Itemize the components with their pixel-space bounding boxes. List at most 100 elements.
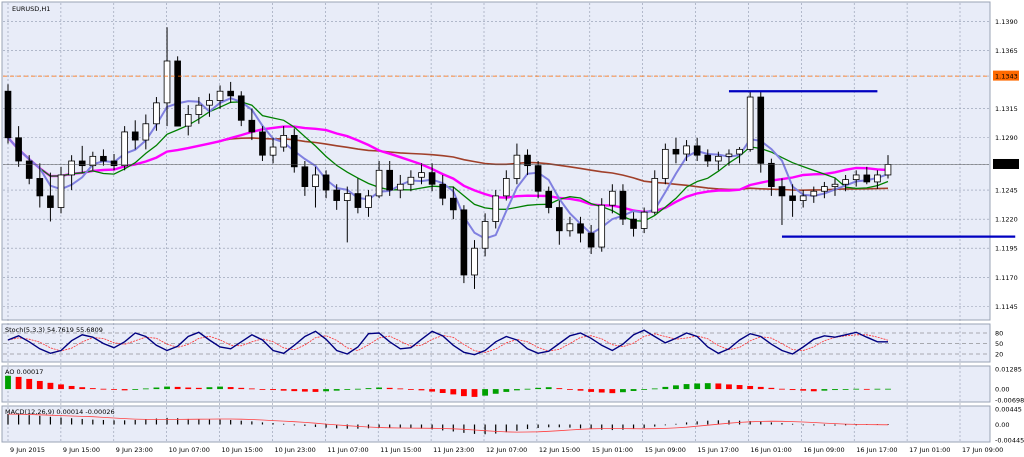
time-tick-label: 11 Jun 15:00 <box>380 446 421 454</box>
ao-bar <box>598 389 605 393</box>
time-tick-label: 15 Jun 01:00 <box>592 446 633 454</box>
ao-bar <box>662 386 669 390</box>
time-tick-label: 11 Jun 07:00 <box>327 446 368 454</box>
ma-magenta-line <box>7 125 889 214</box>
candle-body <box>481 221 489 249</box>
candle-body <box>174 60 181 127</box>
macd-bar <box>760 421 762 425</box>
macd-bar <box>675 423 677 425</box>
candle-body <box>322 174 330 191</box>
macd-bar <box>208 419 211 425</box>
ao-bar <box>206 387 213 390</box>
candle-body <box>704 154 712 162</box>
candle-body <box>651 178 659 213</box>
stoch-panel-background <box>1 323 991 363</box>
macd-bar <box>113 420 115 425</box>
ao-bar <box>323 389 329 392</box>
candle-body <box>693 145 701 156</box>
candle-body <box>736 148 743 155</box>
ao-bar <box>344 389 351 390</box>
ao-bar <box>789 389 796 391</box>
time-tick-label: 15 Jun 17:00 <box>698 446 739 454</box>
ao-bar <box>142 388 149 390</box>
candle-body <box>248 119 256 133</box>
stoch-title: Stoch(5,3,3) 54.7619 55.6809 <box>5 326 103 334</box>
ao-bar <box>248 388 255 390</box>
macd-bar <box>632 424 635 430</box>
candle-body <box>68 160 75 176</box>
macd-bar <box>548 424 550 428</box>
macd-bar <box>463 424 465 433</box>
macd-bar <box>728 420 730 425</box>
candle-body <box>57 174 65 208</box>
macd-bar <box>346 424 348 429</box>
stoch-tick-label: 80 <box>995 330 1003 338</box>
macd-tick-label: 0.00 <box>995 421 1009 429</box>
ao-bar <box>779 388 785 390</box>
ao-bar <box>556 388 563 390</box>
ao-bar <box>354 388 361 390</box>
time-tick-label: 16 Jun 17:00 <box>856 446 897 454</box>
ao-bar <box>768 387 775 390</box>
macd-bar <box>60 417 62 425</box>
time-tick-label: 16 Jun 09:00 <box>803 446 844 454</box>
current-price-box <box>993 158 1019 169</box>
price-tick-label: 1.1390 <box>995 18 1018 26</box>
macd-bar <box>855 424 857 426</box>
ao-bar <box>174 386 181 390</box>
macd-bar <box>251 421 253 425</box>
macd-bar <box>791 423 794 425</box>
ao-bar <box>312 389 319 392</box>
ao-bar <box>397 388 404 390</box>
candle-body <box>195 104 203 115</box>
candle-body <box>269 146 277 156</box>
horizontal-levels[interactable] <box>3 75 1016 238</box>
ao-title: AO 0.00017 <box>5 368 43 376</box>
candle-body <box>863 174 871 183</box>
candle-body <box>513 154 521 179</box>
candle-body <box>810 190 818 197</box>
ao-bar <box>47 382 54 390</box>
macd-bar <box>622 424 624 430</box>
ao-bar <box>694 383 701 390</box>
ao-bar <box>577 389 584 391</box>
candle-body <box>15 137 22 162</box>
macd-bar <box>378 424 380 428</box>
macd-bar <box>844 424 847 426</box>
macd-bar <box>261 422 264 425</box>
macd-bar <box>410 424 412 428</box>
candle-body <box>396 183 404 191</box>
candle-body <box>492 195 500 222</box>
candle-body <box>630 218 637 229</box>
ao-bar <box>842 389 849 390</box>
macd-bar <box>399 424 401 428</box>
ao-panel-background <box>1 365 991 403</box>
macd-bar <box>717 420 719 425</box>
ao-bar <box>492 389 499 394</box>
macd-bar <box>590 424 592 430</box>
ao-bar <box>185 387 192 390</box>
macd-bar <box>166 417 168 425</box>
macd-bar <box>293 424 295 426</box>
ao-bar <box>301 389 308 392</box>
macd-title: MACD(12,26,9) 0.00014 -0.00026 <box>5 408 115 416</box>
macd-bar <box>558 424 560 428</box>
macd-signal-line <box>7 413 889 433</box>
candlesticks <box>4 27 892 289</box>
candle-body <box>768 162 775 187</box>
macd-bar <box>177 418 179 425</box>
candle-body <box>587 232 595 248</box>
ao-bar <box>853 388 860 390</box>
ao-bar <box>217 386 223 390</box>
candle-body <box>312 174 319 187</box>
ao-bar <box>365 388 372 390</box>
ao-bar <box>121 389 128 391</box>
macd-bar <box>823 424 825 426</box>
candle-body <box>375 169 383 197</box>
ao-bar <box>832 389 838 391</box>
macd-bar <box>304 424 306 426</box>
macd-bar <box>473 424 476 434</box>
macd-bar <box>495 424 497 434</box>
